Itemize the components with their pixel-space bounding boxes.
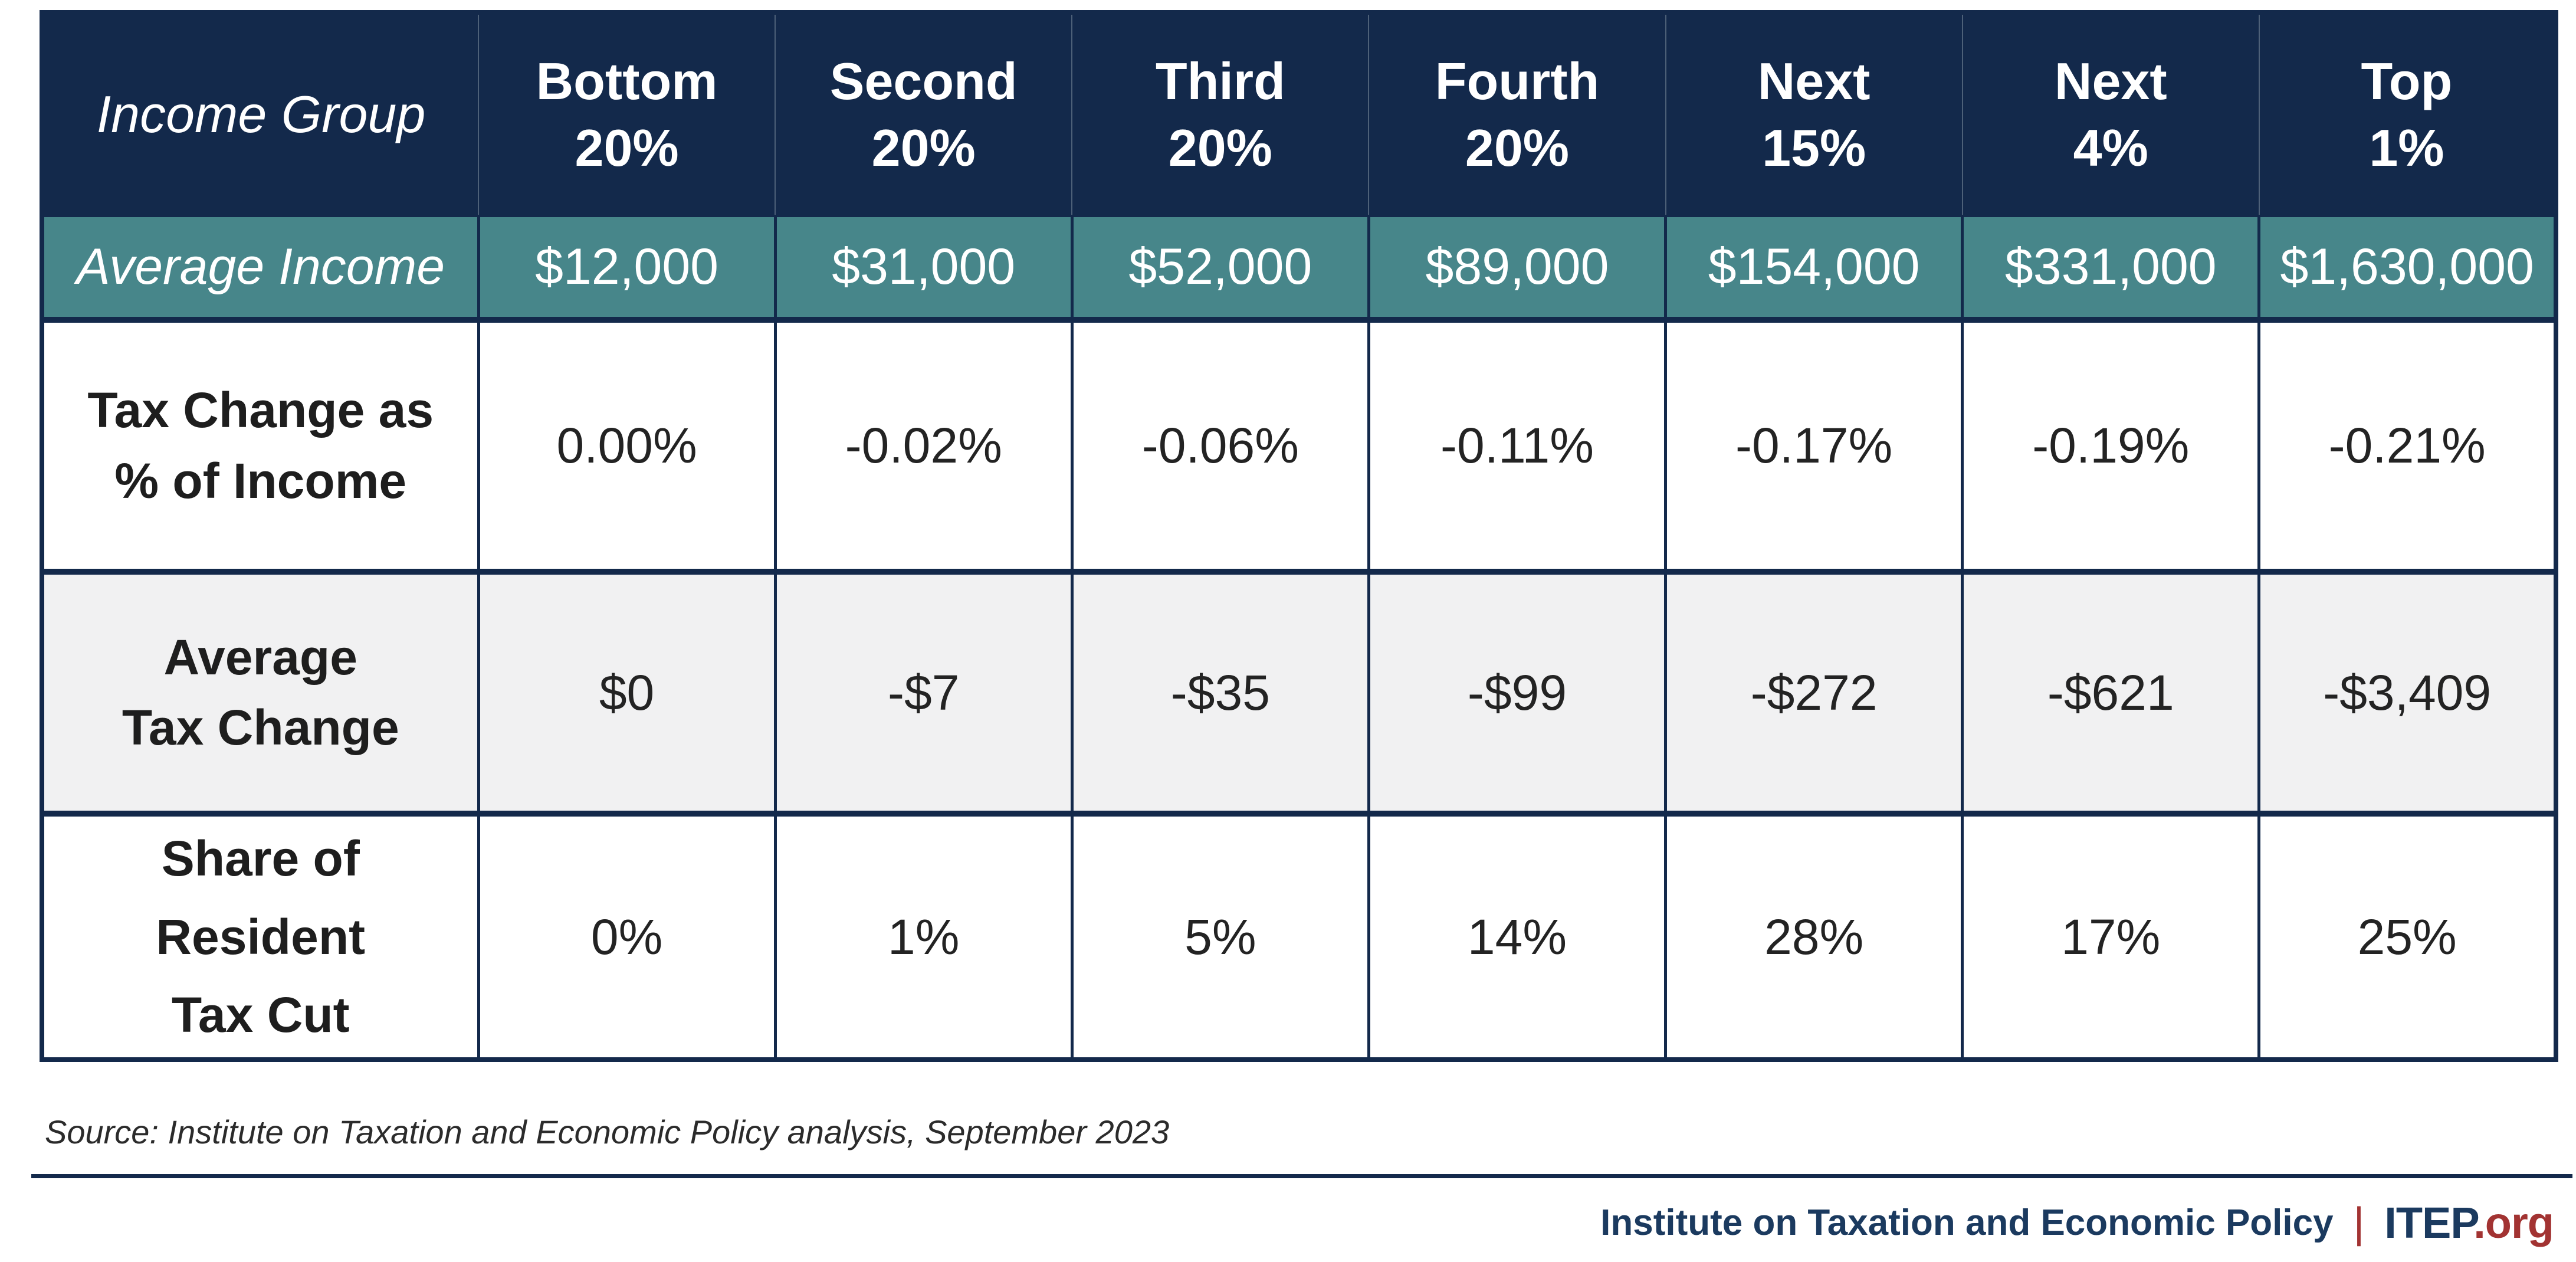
value-cell: 17% (1961, 814, 2259, 1060)
row-average-tax-change: Average Tax Change $0 -$7 -$35 -$99 -$27… (42, 572, 2556, 814)
row-tax-change-percent: Tax Change as % of Income 0.00% -0.02% -… (42, 320, 2556, 572)
brand-org-suffix: .org (2473, 1198, 2554, 1247)
value-cell: $52,000 (1070, 216, 1369, 320)
value-cell: -$3,409 (2257, 572, 2556, 814)
column-header-second-20: Second 20% (775, 12, 1072, 216)
value-cell: -$272 (1664, 572, 1963, 814)
value-cell: -0.06% (1070, 320, 1369, 572)
value-cell: $154,000 (1664, 216, 1963, 320)
value-cell: 25% (2257, 814, 2556, 1060)
column-header-top-1: Top 1% (2258, 12, 2556, 216)
value-cell: -$99 (1367, 572, 1666, 814)
value-cell: 14% (1367, 814, 1666, 1060)
footer-divider (31, 1174, 2572, 1178)
itep-org-link[interactable]: ITEP.org (2384, 1198, 2554, 1248)
header-row: Income Group Bottom 20% Second 20% Third… (42, 12, 2556, 216)
value-cell: 0% (477, 814, 776, 1060)
value-cell: -$621 (1961, 572, 2259, 814)
value-cell: 1% (773, 814, 1072, 1060)
footer-branding: Institute on Taxation and Economic Polic… (1600, 1198, 2554, 1248)
value-cell: -0.11% (1367, 320, 1666, 572)
value-cell: $89,000 (1367, 216, 1666, 320)
branding-separator: | (2353, 1199, 2365, 1247)
row-share-of-resident-tax-cut: Share of Resident Tax Cut 0% 1% 5% 14% 2… (42, 814, 2556, 1060)
value-cell: $331,000 (1961, 216, 2259, 320)
column-header-third-20: Third 20% (1071, 12, 1369, 216)
value-cell: $31,000 (773, 216, 1072, 320)
column-header-fourth-20: Fourth 20% (1368, 12, 1666, 216)
row-label: Average Tax Change (122, 629, 399, 755)
income-distribution-table: Income Group Bottom 20% Second 20% Third… (40, 10, 2558, 1062)
row-label: Tax Change as % of Income (87, 382, 434, 509)
value-cell: -$7 (773, 572, 1072, 814)
value-cell: -0.02% (773, 320, 1072, 572)
row-label: Average Income (76, 238, 445, 295)
value-cell: -0.21% (2257, 320, 2556, 572)
value-cell: 0.00% (477, 320, 776, 572)
column-header-bottom-20: Bottom 20% (477, 12, 776, 216)
value-cell: 5% (1070, 814, 1369, 1060)
value-cell: -0.17% (1664, 320, 1963, 572)
brand-itep: ITEP (2384, 1198, 2474, 1247)
row-average-income: Average Income $12,000 $31,000 $52,000 $… (42, 216, 2556, 320)
value-cell: -0.19% (1961, 320, 2259, 572)
column-header-next-15: Next 15% (1665, 12, 1963, 216)
value-cell: $12,000 (477, 216, 776, 320)
column-header-next-4: Next 4% (1961, 12, 2259, 216)
value-cell: $1,630,000 (2257, 216, 2556, 320)
value-cell: -$35 (1070, 572, 1369, 814)
column-header-income-group: Income Group (96, 85, 426, 144)
org-name: Institute on Taxation and Economic Polic… (1600, 1202, 2334, 1243)
value-cell: 28% (1664, 814, 1963, 1060)
value-cell: $0 (477, 572, 776, 814)
row-label: Share of Resident Tax Cut (156, 830, 366, 1043)
source-note: Source: Institute on Taxation and Econom… (45, 1113, 1170, 1150)
